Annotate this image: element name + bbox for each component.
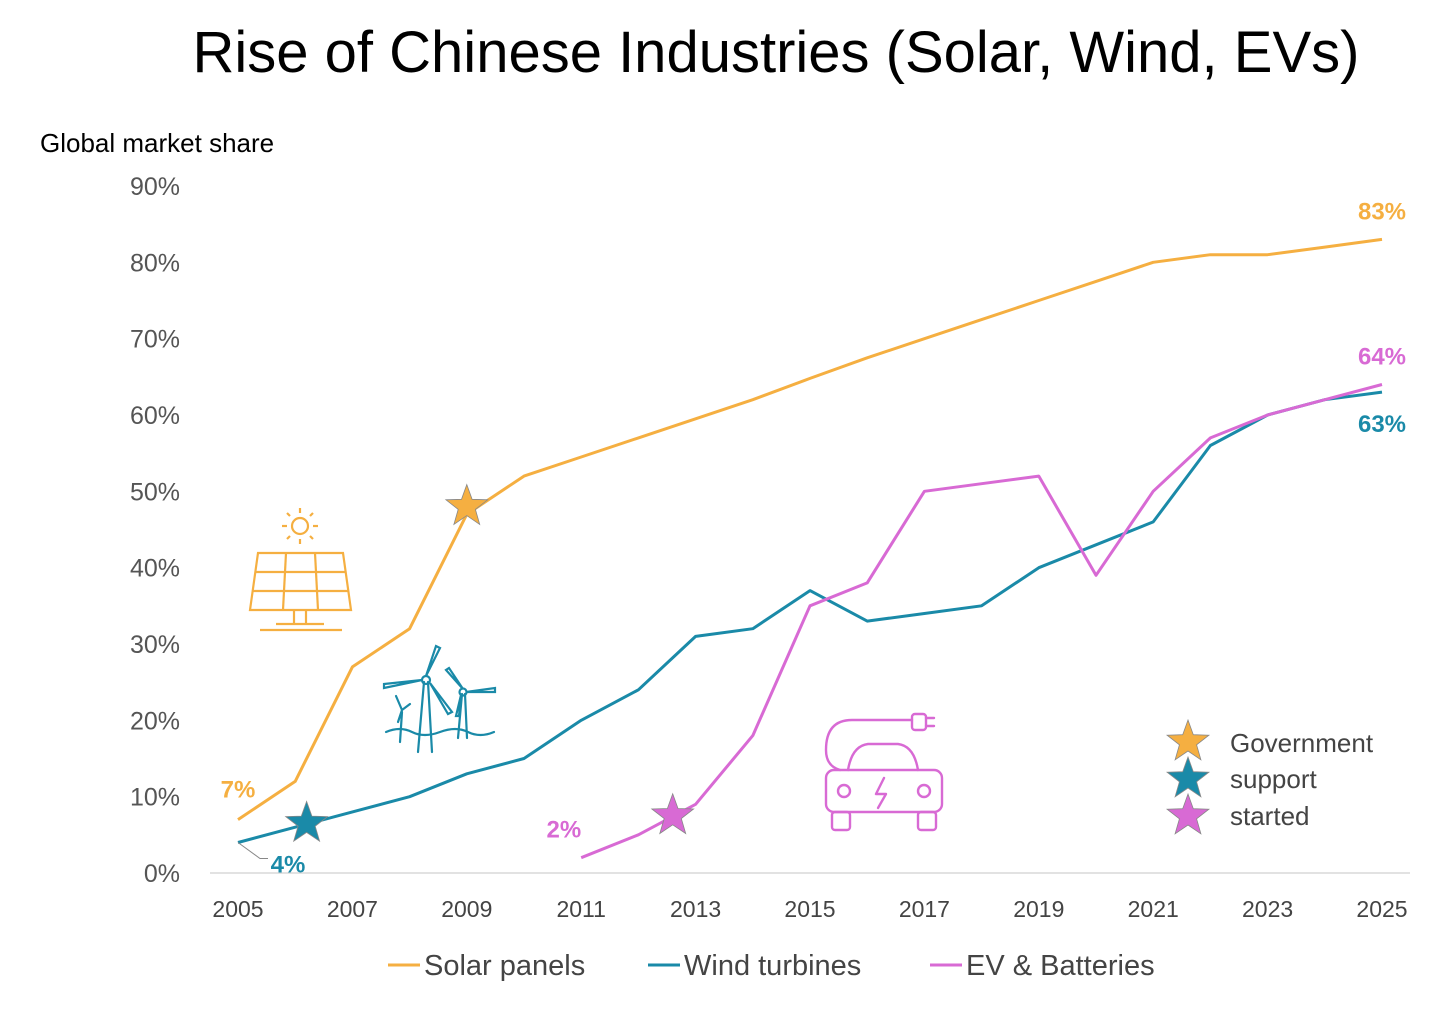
x-tick-label: 2021 <box>1128 896 1179 922</box>
y-tick-label: 30% <box>130 631 180 659</box>
y-tick-label: 10% <box>130 784 180 812</box>
data-label-wind: 63% <box>1358 411 1406 438</box>
x-tick-label: 2011 <box>556 896 605 922</box>
government-legend-line-3: started <box>1230 801 1310 831</box>
y-tick-label: 60% <box>130 402 180 430</box>
x-tick-label: 2013 <box>670 896 721 922</box>
y-axis-ticks: 0% 10% 20% 30% 40% 50% 60% 70% 80% 90% <box>130 173 180 888</box>
star-marker-ev <box>650 792 695 835</box>
data-labels: 7% 4% 2% 83% 64% 63% <box>221 198 1406 878</box>
series-legend: Solar panels Wind turbines EV & Batterie… <box>388 950 1155 982</box>
x-tick-label: 2005 <box>212 896 263 922</box>
data-label-ev: 64% <box>1358 343 1406 370</box>
y-tick-label: 70% <box>130 326 180 354</box>
legend-label-solar: Solar panels <box>424 950 585 982</box>
y-tick-label: 0% <box>144 860 180 888</box>
leader-line <box>237 842 268 859</box>
legend-label-ev: EV & Batteries <box>966 950 1155 982</box>
data-label-ev: 2% <box>547 817 582 844</box>
x-tick-label: 2015 <box>784 896 835 922</box>
star-markers <box>284 483 695 843</box>
government-legend-line-1: Government <box>1230 728 1374 758</box>
solar-panel-icon <box>248 508 353 632</box>
y-tick-label: 20% <box>130 707 180 735</box>
x-tick-label: 2025 <box>1356 896 1407 922</box>
series-line-ev <box>580 383 1383 860</box>
government-support-legend: Government support started <box>1165 718 1374 835</box>
ev-star-legend-icon <box>1165 792 1211 835</box>
wind-turbine-icon <box>382 644 497 754</box>
data-label-solar: 7% <box>221 777 256 804</box>
x-tick-label: 2019 <box>1013 896 1064 922</box>
x-tick-label: 2007 <box>327 896 378 922</box>
star-marker-solar <box>444 483 489 526</box>
chart-title: Rise of Chinese Industries (Solar, Wind,… <box>193 20 1360 85</box>
legend-label-wind: Wind turbines <box>684 950 861 982</box>
electric-car-icon <box>824 712 944 832</box>
data-label-solar: 83% <box>1358 198 1406 225</box>
wind-star-legend-icon <box>1165 755 1211 798</box>
star-marker-wind <box>284 800 329 843</box>
government-legend-line-2: support <box>1230 764 1317 794</box>
x-tick-label: 2009 <box>441 896 492 922</box>
series-lines <box>237 237 1383 860</box>
y-tick-label: 40% <box>130 555 180 583</box>
y-tick-label: 80% <box>130 249 180 277</box>
x-tick-label: 2023 <box>1242 896 1293 922</box>
y-tick-label: 90% <box>130 173 180 201</box>
y-tick-label: 50% <box>130 478 180 506</box>
x-axis-ticks: 2005 2007 2009 2011 2013 2015 2017 2019 2021 2023… <box>212 896 1407 922</box>
data-label-wind: 4% <box>271 851 306 878</box>
series-line-solar <box>237 237 1383 821</box>
y-axis-label: Global market share <box>40 128 274 158</box>
solar-star-legend-icon <box>1165 718 1211 761</box>
series-line-wind <box>237 390 1383 844</box>
x-tick-label: 2017 <box>899 896 950 922</box>
